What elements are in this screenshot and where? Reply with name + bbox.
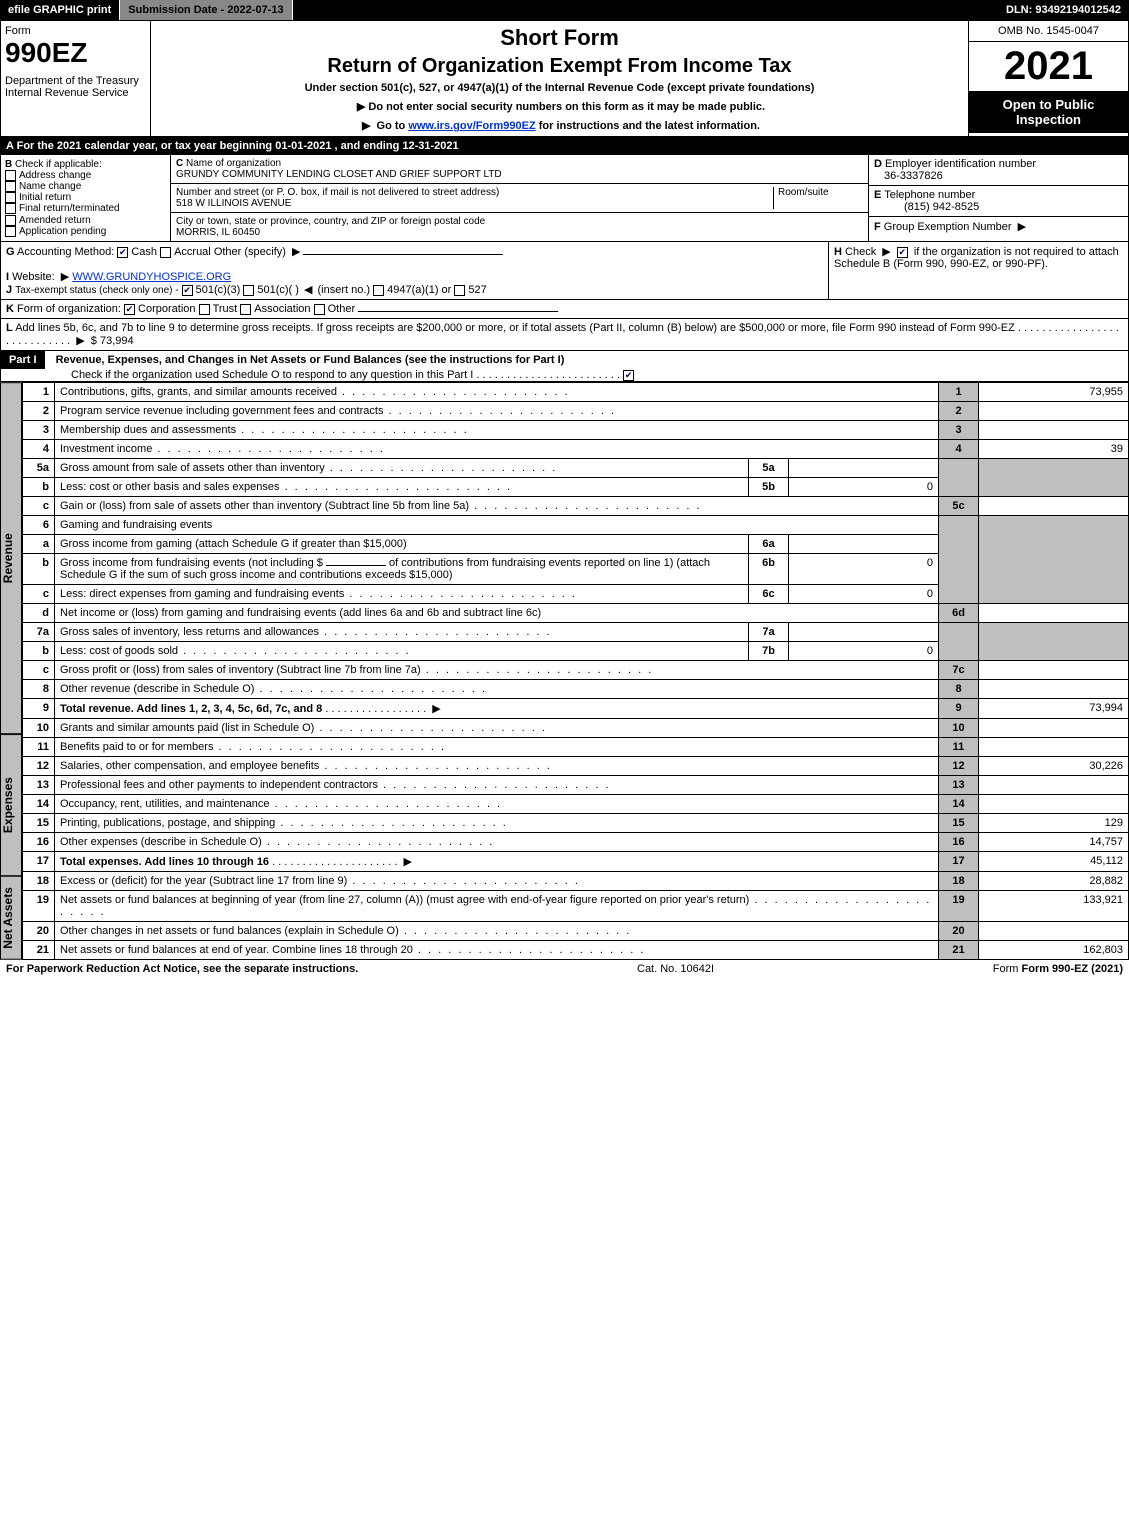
tax-year: 2021 xyxy=(969,42,1128,91)
side-netassets: Net Assets xyxy=(0,876,22,960)
chk-final[interactable] xyxy=(5,203,16,214)
line-19: 19Net assets or fund balances at beginni… xyxy=(23,891,1129,922)
form-title: Return of Organization Exempt From Incom… xyxy=(161,55,958,78)
line-k: K Form of organization: Corporation Trus… xyxy=(0,300,1129,319)
box-b: B Check if applicable: Address change Na… xyxy=(1,155,171,241)
part-i-header: Part I Revenue, Expenses, and Changes in… xyxy=(0,351,1129,382)
dln: DLN: 93492194012542 xyxy=(998,0,1129,20)
ssn-note: Do not enter social security numbers on … xyxy=(161,100,958,113)
form-word: Form xyxy=(5,25,146,37)
line-3: 3Membership dues and assessments3 xyxy=(23,421,1129,440)
line-a: A For the 2021 calendar year, or tax yea… xyxy=(0,137,1129,155)
side-revenue: Revenue xyxy=(0,382,22,734)
footer: For Paperwork Reduction Act Notice, see … xyxy=(0,960,1129,978)
line-4: 4Investment income439 xyxy=(23,440,1129,459)
chk-assoc[interactable] xyxy=(240,304,251,315)
chk-4947[interactable] xyxy=(373,285,384,296)
irs-link[interactable]: www.irs.gov/Form990EZ xyxy=(408,120,535,132)
line-15: 15Printing, publications, postage, and s… xyxy=(23,814,1129,833)
org-name: GRUNDY COMMUNITY LENDING CLOSET AND GRIE… xyxy=(176,169,502,180)
top-bar: efile GRAPHIC print Submission Date - 20… xyxy=(0,0,1129,20)
submission-date: Submission Date - 2022-07-13 xyxy=(120,0,292,20)
line-6: 6Gaming and fundraising events xyxy=(23,516,1129,535)
line-16: 16Other expenses (describe in Schedule O… xyxy=(23,833,1129,852)
part-i-title: Revenue, Expenses, and Changes in Net As… xyxy=(48,354,565,366)
form-header: Form 990EZ Department of the Treasury In… xyxy=(0,20,1129,137)
ein: 36-3337826 xyxy=(874,170,943,182)
side-expenses: Expenses xyxy=(0,734,22,876)
chk-address[interactable] xyxy=(5,170,16,181)
year-block: OMB No. 1545-0047 2021 Open to Public In… xyxy=(968,21,1128,136)
open-to-public: Open to Public Inspection xyxy=(969,91,1128,133)
line-18: 18Excess or (deficit) for the year (Subt… xyxy=(23,872,1129,891)
org-street: 518 W ILLINOIS AVENUE xyxy=(176,198,291,209)
line-g-h: G Accounting Method: Cash Accrual Other … xyxy=(0,242,1129,300)
form-id-block: Form 990EZ Department of the Treasury In… xyxy=(1,21,151,136)
chk-schedule-b[interactable] xyxy=(897,247,908,258)
line-11: 11Benefits paid to or for members11 xyxy=(23,738,1129,757)
chk-527[interactable] xyxy=(454,285,465,296)
part-i-tag: Part I xyxy=(1,351,45,369)
chk-schedule-o[interactable] xyxy=(623,370,634,381)
chk-name[interactable] xyxy=(5,181,16,192)
chk-initial[interactable] xyxy=(5,192,16,203)
room-suite-label: Room/suite xyxy=(773,187,863,209)
form-number: 990EZ xyxy=(5,37,146,69)
line-9: 9Total revenue. Add lines 1, 2, 3, 4, 5c… xyxy=(23,699,1129,719)
line-7a: 7aGross sales of inventory, less returns… xyxy=(23,623,1129,642)
under-section: Under section 501(c), 527, or 4947(a)(1)… xyxy=(161,82,958,94)
line-l: L Add lines 5b, 6c, and 7b to line 9 to … xyxy=(0,319,1129,351)
chk-accrual[interactable] xyxy=(160,247,171,258)
efile-label: efile GRAPHIC print xyxy=(0,0,120,20)
dept-label: Department of the Treasury xyxy=(5,75,146,87)
chk-pending[interactable] xyxy=(5,226,16,237)
chk-amended[interactable] xyxy=(5,215,16,226)
gross-receipts: $ 73,994 xyxy=(91,335,134,347)
line-20: 20Other changes in net assets or fund ba… xyxy=(23,922,1129,941)
line-13: 13Professional fees and other payments t… xyxy=(23,776,1129,795)
line-7c: cGross profit or (loss) from sales of in… xyxy=(23,661,1129,680)
part-i-check: Check if the organization used Schedule … xyxy=(1,369,473,381)
org-info-row: B Check if applicable: Address change Na… xyxy=(0,155,1129,242)
omb-number: OMB No. 1545-0047 xyxy=(969,21,1128,42)
pra-notice: For Paperwork Reduction Act Notice, see … xyxy=(6,963,358,975)
box-c: C Name of organization GRUNDY COMMUNITY … xyxy=(171,155,868,241)
form-title-block: Short Form Return of Organization Exempt… xyxy=(151,21,968,136)
line-14: 14Occupancy, rent, utilities, and mainte… xyxy=(23,795,1129,814)
line-5c: cGain or (loss) from sale of assets othe… xyxy=(23,497,1129,516)
telephone: (815) 942-8525 xyxy=(874,201,979,213)
goto-note: Go to www.irs.gov/Form990EZ for instruct… xyxy=(161,119,958,132)
website-link[interactable]: WWW.GRUNDYHOSPICE.ORG xyxy=(72,271,231,283)
line-1: 1Contributions, gifts, grants, and simil… xyxy=(23,383,1129,402)
lines-table: 1Contributions, gifts, grants, and simil… xyxy=(22,382,1129,960)
chk-corp[interactable] xyxy=(124,304,135,315)
form-ref: Form Form 990-EZ (2021) xyxy=(993,963,1123,975)
chk-cash[interactable] xyxy=(117,247,128,258)
irs-label: Internal Revenue Service xyxy=(5,87,146,99)
chk-501c[interactable] xyxy=(243,285,254,296)
org-city: MORRIS, IL 60450 xyxy=(176,227,260,238)
chk-other-org[interactable] xyxy=(314,304,325,315)
lines-container: Revenue Expenses Net Assets 1Contributio… xyxy=(0,382,1129,960)
chk-501c3[interactable] xyxy=(182,285,193,296)
catalog-number: Cat. No. 10642I xyxy=(637,963,714,975)
line-6d: dNet income or (loss) from gaming and fu… xyxy=(23,604,1129,623)
line-17: 17Total expenses. Add lines 10 through 1… xyxy=(23,852,1129,872)
line-8: 8Other revenue (describe in Schedule O)8 xyxy=(23,680,1129,699)
line-2: 2Program service revenue including gover… xyxy=(23,402,1129,421)
short-form-label: Short Form xyxy=(161,25,958,51)
line-10: 10Grants and similar amounts paid (list … xyxy=(23,719,1129,738)
line-5a: 5aGross amount from sale of assets other… xyxy=(23,459,1129,478)
box-d: D Employer identification number 36-3337… xyxy=(868,155,1128,241)
chk-trust[interactable] xyxy=(199,304,210,315)
line-21: 21Net assets or fund balances at end of … xyxy=(23,941,1129,960)
line-12: 12Salaries, other compensation, and empl… xyxy=(23,757,1129,776)
